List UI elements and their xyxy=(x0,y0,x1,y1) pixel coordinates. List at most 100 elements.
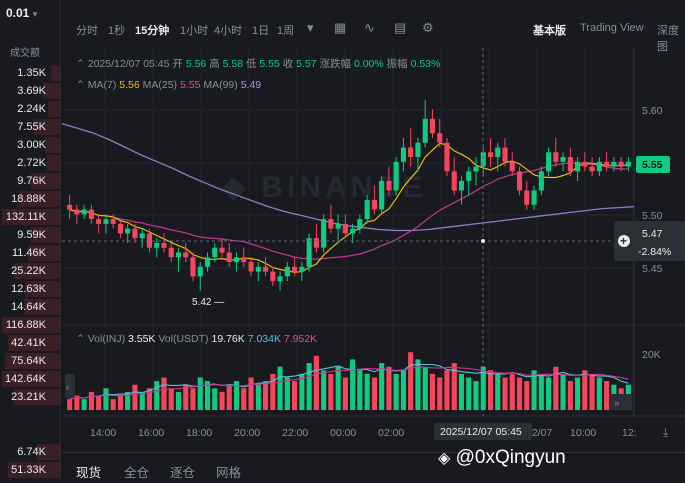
volume-bar xyxy=(458,373,464,410)
depth-bar xyxy=(48,101,60,117)
volume-bar xyxy=(234,381,240,410)
ma7-value: 5.56 xyxy=(119,79,140,91)
volume-bar xyxy=(335,366,341,410)
volume-bar xyxy=(502,377,508,410)
crosshair-time: 2025/12/07 05:45 xyxy=(440,426,522,438)
scroll-left-button[interactable] xyxy=(65,374,75,398)
turnover-row[interactable]: 12.63K xyxy=(0,280,60,298)
dropdown-icon[interactable]: ▾ xyxy=(307,20,314,35)
volume-bar xyxy=(379,363,385,410)
turnover-row[interactable]: 6.74K xyxy=(0,443,60,461)
candle-body xyxy=(175,252,181,258)
candle-body xyxy=(538,171,544,191)
turnover-row[interactable]: 18.88K xyxy=(0,190,60,208)
time-axis-label: 18:00 xyxy=(186,427,212,439)
volume-bar xyxy=(212,388,218,410)
calendar-icon[interactable]: ▦ xyxy=(334,20,347,35)
turnover-row[interactable]: 116.88K xyxy=(0,316,60,334)
turnover-row[interactable]: 132.11K xyxy=(0,208,60,226)
open-label: 开 xyxy=(172,58,183,70)
turnover-row[interactable]: 42.41K xyxy=(0,334,60,352)
volume-bar xyxy=(125,391,131,410)
interval-tab-0[interactable]: 分时 xyxy=(76,25,98,37)
volume-bar xyxy=(444,370,450,410)
turnover-row[interactable]: 2.72K xyxy=(0,154,60,172)
turnover-row[interactable]: 14.64K xyxy=(0,298,60,316)
volume-bar xyxy=(321,370,327,410)
price-axis-label: 5.45 xyxy=(642,263,663,275)
time-axis-label: 16:00 xyxy=(138,427,164,439)
volume-bar xyxy=(408,352,414,410)
turnover-row[interactable]: 3.69K xyxy=(0,82,60,100)
crosshair-price: 5.47 xyxy=(642,228,663,240)
price-precision-select[interactable]: 0.01 ▾ xyxy=(6,6,37,20)
interval-tab-2[interactable]: 15分钟 xyxy=(135,25,170,37)
trade-tab-2[interactable]: 逐仓 xyxy=(170,466,196,480)
interval-tab-3[interactable]: 1小时 xyxy=(180,25,209,37)
volume-bar xyxy=(393,373,399,410)
volume-bar xyxy=(270,373,276,410)
depth-bar xyxy=(43,83,60,99)
volume-bar xyxy=(328,373,334,410)
candle-body xyxy=(509,161,515,172)
turnover-value: 7.55K xyxy=(17,121,46,133)
candle-body xyxy=(234,257,240,263)
plus-icon[interactable] xyxy=(618,235,630,247)
chart-view-tab-2[interactable]: 深度图 xyxy=(657,25,679,53)
turnover-row[interactable]: 11.46K xyxy=(0,244,60,262)
amplitude-value: 0.53% xyxy=(410,58,441,70)
settings-icon[interactable]: ⚙ xyxy=(422,20,434,35)
turnover-value: 142.64K xyxy=(5,373,46,385)
candle-body xyxy=(270,271,276,282)
candle-body xyxy=(183,252,189,258)
volume-bar xyxy=(132,384,138,410)
candle-body xyxy=(560,157,566,162)
volume-bar xyxy=(110,399,116,410)
scroll-right-button[interactable] xyxy=(610,394,632,410)
reset-scale-icon[interactable]: ⤓ xyxy=(663,425,669,439)
high-label: 高 xyxy=(209,58,220,70)
low-label: 低 xyxy=(245,58,257,70)
candle-body xyxy=(88,209,94,219)
interval-tab-1[interactable]: 1秒 xyxy=(108,25,126,37)
volume-bar xyxy=(553,366,559,410)
turnover-row[interactable]: 51.33K xyxy=(0,461,60,479)
trade-tab-3[interactable]: 网格 xyxy=(216,466,242,480)
interval-tab-4[interactable]: 4小时 xyxy=(214,25,243,37)
time-axis-label: 00:00 xyxy=(330,427,356,439)
layout-icon[interactable]: ▤ xyxy=(394,20,407,35)
turnover-row[interactable]: 142.64K xyxy=(0,370,60,388)
interval-tab-6[interactable]: 1周 xyxy=(277,25,295,37)
current-price-tag xyxy=(636,156,670,173)
turnover-row[interactable]: 9.59K xyxy=(0,226,60,244)
candle-body xyxy=(517,171,523,191)
chevron-down-icon: ▾ xyxy=(32,9,38,19)
volume-bar xyxy=(255,384,261,410)
crosshair-price-box xyxy=(614,221,685,261)
turnover-row[interactable]: 7.55K xyxy=(0,118,60,136)
turnover-value: 116.88K xyxy=(5,319,46,331)
trade-tab-1[interactable]: 全仓 xyxy=(124,466,150,480)
interval-tab-5[interactable]: 1日 xyxy=(252,25,270,37)
candle-body xyxy=(611,161,617,167)
current-price-value: 5.55 xyxy=(642,159,663,171)
candle-body xyxy=(502,147,508,162)
turnover-row[interactable]: 23.21K xyxy=(0,388,60,406)
chart-view-tab-1[interactable]: Trading View xyxy=(580,22,644,34)
triangle-icon: ⌃ xyxy=(76,58,85,70)
trade-tab-0[interactable]: 现货 xyxy=(76,466,102,480)
volume-bar xyxy=(103,388,109,410)
turnover-row[interactable]: 2.24K xyxy=(0,100,60,118)
ma99-line xyxy=(62,122,635,232)
price-axis-label: 5.60 xyxy=(642,105,663,117)
turnover-row[interactable]: 75.64K xyxy=(0,352,60,370)
volume-bar xyxy=(277,366,283,410)
turnover-row[interactable]: 1.35K xyxy=(0,64,60,82)
indicator-icon[interactable]: ∿ xyxy=(364,20,375,35)
turnover-row[interactable]: 25.22K xyxy=(0,262,60,280)
chart-view-tab-0[interactable]: 基本版 xyxy=(533,25,566,37)
turnover-row[interactable]: 3.00K xyxy=(0,136,60,154)
volume-bar xyxy=(473,381,479,410)
turnover-row[interactable]: 9.76K xyxy=(0,172,60,190)
